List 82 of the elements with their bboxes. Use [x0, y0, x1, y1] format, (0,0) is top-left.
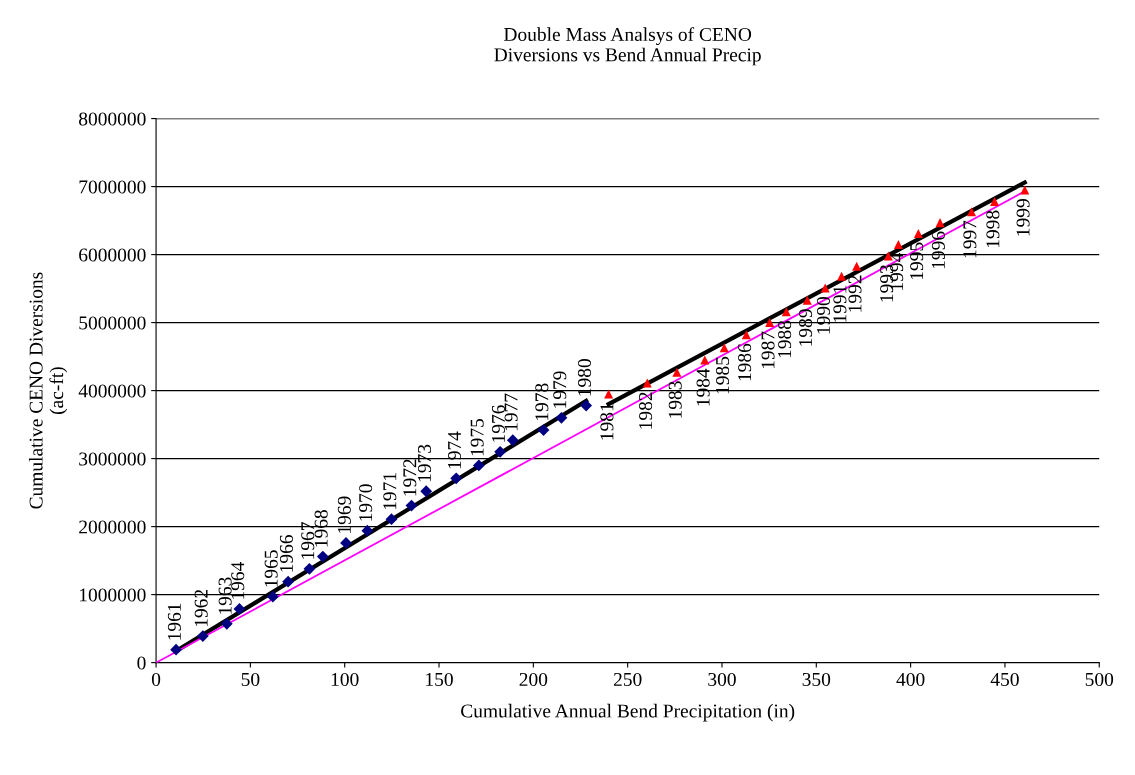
point	[420, 485, 433, 498]
x-tick-label: 50	[241, 672, 260, 687]
annotation: 1970	[359, 484, 373, 521]
annotation: 1995	[910, 242, 924, 280]
point	[472, 459, 485, 472]
point	[990, 197, 1000, 207]
point	[316, 550, 329, 563]
point	[642, 378, 652, 388]
y-tick-label: 7000000	[79, 180, 146, 194]
point	[196, 630, 209, 642]
annotation: 1983	[668, 381, 682, 418]
annotation: 1998	[986, 210, 1000, 248]
x-tick-label: 0	[151, 672, 161, 687]
annotation: 1962	[194, 589, 208, 627]
annotation: 1990	[816, 296, 831, 334]
x-tick-label: 200	[519, 672, 548, 687]
point	[580, 399, 593, 412]
annotation: 1973	[417, 444, 432, 482]
annotation: 1966	[279, 535, 293, 572]
annotation: 1961	[167, 603, 181, 640]
annotation: 1981	[600, 403, 614, 440]
point	[506, 434, 519, 447]
annotation: 1986	[738, 343, 752, 381]
annotation: 1996	[931, 231, 945, 269]
annotation: 1982	[639, 392, 653, 429]
point	[266, 590, 279, 603]
x-tick-label: 150	[426, 672, 453, 687]
annotation: 1980	[577, 359, 592, 396]
annotation: 1979	[553, 371, 567, 408]
point	[361, 524, 374, 537]
point	[385, 513, 398, 526]
annotation: 1976	[491, 405, 505, 442]
y-tick-label: 5000000	[79, 316, 146, 330]
annotation: 1975	[470, 418, 484, 456]
chart-title: Double Mass Analsys of CENO Diversions vs Bend Annual Precip	[494, 27, 761, 66]
point	[765, 318, 775, 328]
annotation: 1969	[337, 496, 351, 533]
x-tick-label: 350	[802, 672, 831, 687]
point	[494, 445, 507, 458]
annotation: 1999	[1016, 199, 1030, 236]
point	[893, 239, 903, 249]
y-tick-label: 8000000	[79, 112, 146, 126]
point	[967, 207, 977, 217]
x-tick-label: 100	[331, 672, 359, 687]
y-tick-label: 1000000	[80, 588, 146, 602]
point	[555, 411, 568, 424]
point	[450, 472, 463, 485]
y-tick-label: 4000000	[78, 384, 146, 398]
annotation: 1965	[264, 550, 278, 587]
point	[935, 218, 945, 228]
y-tick-label: 0	[137, 656, 146, 670]
annotation: 1987	[761, 331, 775, 369]
point	[282, 575, 294, 588]
y-tick-label: 6000000	[79, 248, 146, 262]
x-axis-title: Cumulative Annual Bend Precipitation (in)	[461, 703, 795, 722]
x-tick-label: 300	[708, 672, 736, 687]
point	[233, 603, 246, 615]
y-tick-label: 2000000	[79, 520, 146, 534]
point	[802, 295, 812, 305]
y-tick-label: 3000000	[79, 452, 146, 466]
annotation: 1989	[798, 309, 813, 346]
annotation: 1972	[403, 459, 417, 496]
y-axis-title: Cumulative CENO Diversions (ac-ft)	[28, 272, 68, 509]
point	[837, 271, 847, 281]
x-tick-label: 500	[1085, 672, 1114, 687]
point	[852, 261, 862, 271]
annotation: 1992	[848, 275, 862, 312]
point	[170, 643, 182, 656]
annotation: 1971	[383, 473, 397, 510]
point	[537, 424, 550, 436]
annotation: 1977	[504, 393, 518, 431]
annotation: 1991	[833, 285, 847, 322]
x-tick-label: 450	[990, 672, 1019, 687]
x-tick-label: 250	[613, 672, 642, 687]
annotation: 1988	[778, 320, 792, 358]
point	[604, 389, 614, 399]
point	[303, 562, 316, 575]
x-tick-label: 400	[896, 672, 925, 687]
point	[220, 617, 233, 630]
point	[672, 367, 682, 377]
point	[913, 229, 923, 239]
annotation: 1967	[301, 522, 315, 559]
